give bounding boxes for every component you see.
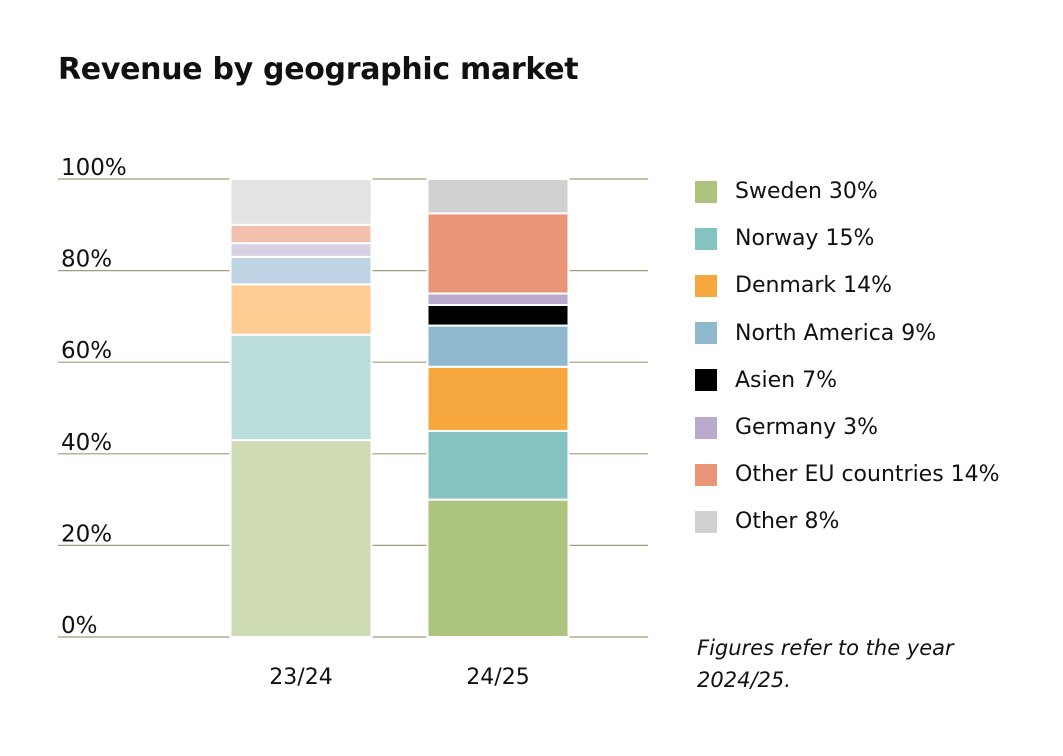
bar-segment xyxy=(229,242,373,258)
legend-swatch xyxy=(695,227,717,250)
legend-swatch xyxy=(695,416,717,439)
legend-label: Sweden 30% xyxy=(735,179,878,205)
legend-label: Other 8% xyxy=(735,509,840,535)
y-tick-label: 40% xyxy=(61,430,112,456)
bar-segment xyxy=(229,439,373,638)
legend-item: Other EU countries 14% xyxy=(695,451,1000,498)
bar-segment xyxy=(426,292,570,306)
legend-swatch xyxy=(695,510,717,533)
y-tick-label: 80% xyxy=(61,247,112,273)
legend-label: Germany 3% xyxy=(735,415,879,441)
x-tick-label: 23/24 xyxy=(269,665,332,690)
bar-segment xyxy=(426,365,570,432)
legend-item: Germany 3% xyxy=(695,404,1000,451)
y-tick-label: 20% xyxy=(61,521,112,547)
chart-title: Revenue by geographic market xyxy=(58,52,579,87)
bar-segment xyxy=(426,429,570,501)
legend-item: Other 8% xyxy=(695,498,1000,545)
bar-segment xyxy=(426,324,570,368)
y-tick-label: 0% xyxy=(61,613,98,639)
bar-segment xyxy=(426,303,570,327)
legend-swatch xyxy=(695,463,717,486)
legend-item: Sweden 30% xyxy=(695,168,1000,215)
legend-item: Asien 7% xyxy=(695,357,1000,404)
legend-swatch xyxy=(695,274,717,297)
y-tick-label: 60% xyxy=(61,338,112,364)
legend-label: Asien 7% xyxy=(735,367,837,393)
legend-label: North America 9% xyxy=(735,320,937,346)
legend-label: Denmark 14% xyxy=(735,273,893,299)
legend-label: Norway 15% xyxy=(735,226,875,252)
legend-item: North America 9% xyxy=(695,310,1000,357)
bar-segment xyxy=(229,178,373,226)
bar-segment xyxy=(229,223,373,245)
bar-segment xyxy=(229,333,373,442)
bar-segment xyxy=(426,498,570,638)
footnote: Figures refer to the year 2024/25. xyxy=(697,636,954,692)
legend: Sweden 30% Norway 15% Denmark 14% North Ame… xyxy=(695,168,1000,546)
bar-segment xyxy=(229,255,373,286)
bar-segment xyxy=(426,212,570,295)
bar-segment xyxy=(426,178,570,215)
legend-item: Norway 15% xyxy=(695,215,1000,262)
legend-swatch xyxy=(695,180,717,203)
y-tick-label: 100% xyxy=(61,155,127,181)
legend-swatch xyxy=(695,322,717,345)
legend-swatch xyxy=(695,369,717,392)
legend-label: Other EU countries 14% xyxy=(735,462,1000,488)
bar-segment xyxy=(229,283,373,336)
x-tick-label: 24/25 xyxy=(466,665,529,690)
legend-item: Denmark 14% xyxy=(695,262,1000,309)
